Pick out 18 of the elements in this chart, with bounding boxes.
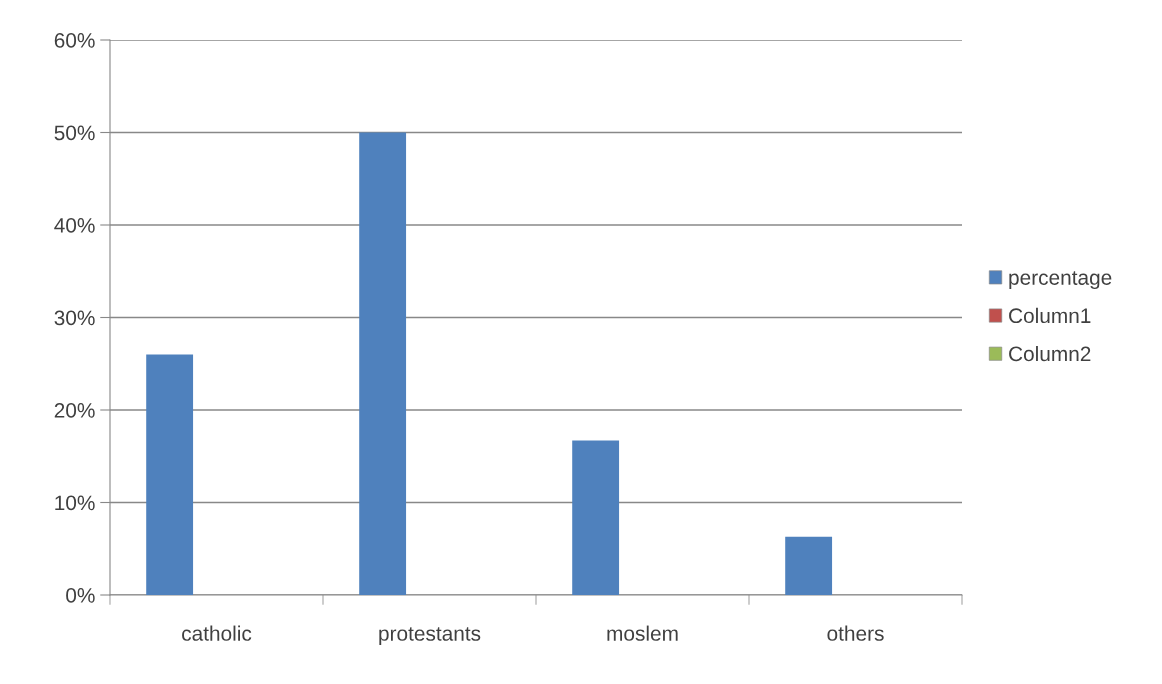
y-tick-label: 40% <box>54 218 95 233</box>
bar <box>572 440 620 595</box>
x-tick-label: catholic <box>182 625 252 641</box>
bar <box>146 354 194 595</box>
y-tick-label: 0% <box>66 588 95 603</box>
x-tick-label: protestants <box>379 627 481 645</box>
legend-label: Column2 <box>1009 345 1091 362</box>
bar <box>785 536 833 595</box>
legend-label: Column1 <box>1009 307 1091 324</box>
bar <box>359 132 407 595</box>
y-tick-label: 50% <box>54 125 95 141</box>
y-tick-label: 10% <box>55 495 95 511</box>
legend-label: percentage <box>1009 271 1112 290</box>
x-tick-label: moslem <box>607 625 678 641</box>
y-tick-label: 20% <box>54 403 95 418</box>
y-tick-label: 60% <box>54 33 95 48</box>
y-tick-label: 30% <box>54 310 95 326</box>
x-tick-label: others <box>827 625 884 641</box>
